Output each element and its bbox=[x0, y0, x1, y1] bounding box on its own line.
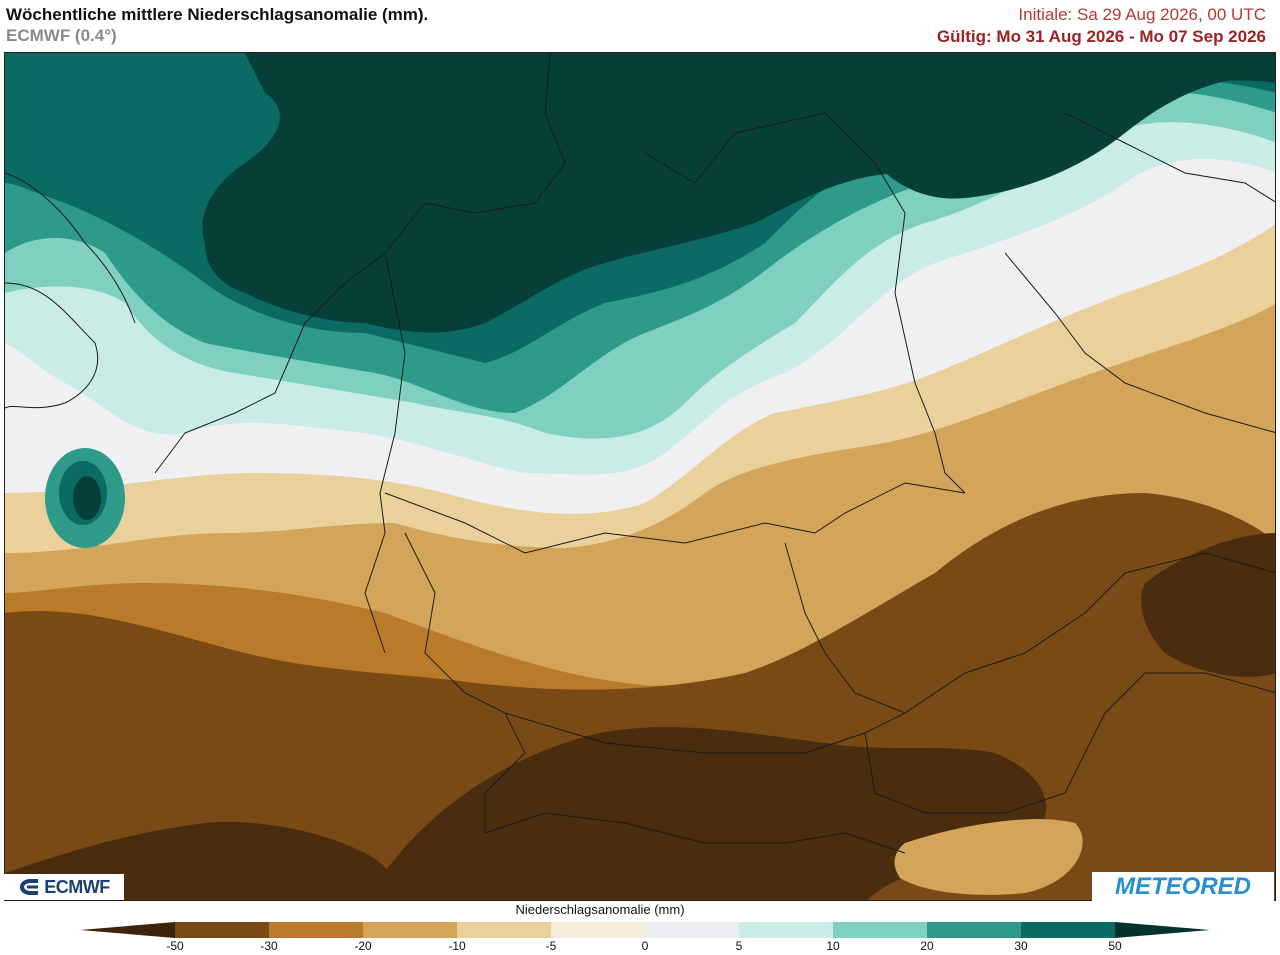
ecmwf-swirl-icon bbox=[20, 879, 39, 895]
colorbar-tick-label: 30 bbox=[1014, 939, 1028, 953]
colorbar-tick-label: -20 bbox=[354, 939, 372, 953]
colorbar-tick-label: -30 bbox=[260, 939, 278, 953]
header-right: Initiale: Sa 29 Aug 2026, 00 UTC Gültig:… bbox=[937, 4, 1266, 48]
colorbar bbox=[80, 922, 1210, 938]
colorbar-segment bbox=[739, 922, 834, 938]
band-minus10-se bbox=[894, 819, 1083, 895]
band-minus50 bbox=[366, 727, 1047, 900]
colorbar-low-end bbox=[80, 922, 175, 938]
colorbar-segment bbox=[927, 922, 1022, 938]
colorbar-segment bbox=[175, 922, 270, 938]
borders bbox=[5, 53, 1275, 854]
map-title: Wöchentliche mittlere Niederschlagsanoma… bbox=[6, 5, 429, 24]
colorbar-segment bbox=[833, 922, 928, 938]
colorbar-tick-label: 10 bbox=[826, 939, 840, 953]
colorbar-segment bbox=[551, 922, 646, 938]
colorbar-tick-label: -10 bbox=[448, 939, 466, 953]
colorbar-segment bbox=[457, 922, 552, 938]
legend-title: Niederschlagsanomalie (mm) bbox=[515, 902, 685, 917]
colorbar-tick-label: -50 bbox=[166, 939, 184, 953]
valid-period: Gültig: Mo 31 Aug 2026 - Mo 07 Sep 2026 bbox=[936, 27, 1266, 46]
ecmwf-logo: ECMWF bbox=[4, 874, 124, 900]
colorbar-tick-label: 50 bbox=[1108, 939, 1122, 953]
colorbar-segment bbox=[269, 922, 364, 938]
colorbar-segment bbox=[363, 922, 458, 938]
map-canvas bbox=[5, 53, 1275, 900]
header-left: Wöchentliche mittlere Niederschlagsanoma… bbox=[6, 4, 428, 46]
initial-time: Initiale: Sa 29 Aug 2026, 00 UTC bbox=[1018, 5, 1266, 24]
model-label: ECMWF (0.4°) bbox=[6, 26, 117, 45]
spot-50 bbox=[73, 476, 101, 520]
band-minus50-east bbox=[1141, 533, 1275, 677]
colorbar-tick-label: 5 bbox=[735, 939, 743, 953]
colorbar-tick-label: -5 bbox=[545, 939, 557, 953]
colorbar-tick-label: 0 bbox=[641, 939, 649, 953]
colorbar-high-end bbox=[1115, 922, 1210, 938]
meteored-logo: METEORED bbox=[1092, 872, 1274, 902]
colorbar-tick-label: 20 bbox=[920, 939, 934, 953]
colorbar-segment bbox=[1021, 922, 1116, 938]
ecmwf-logo-text: ECMWF bbox=[44, 876, 110, 897]
anomaly-map[interactable] bbox=[4, 52, 1276, 901]
meteored-logo-text: METEORED bbox=[1114, 873, 1251, 900]
colorbar-segment bbox=[645, 922, 740, 938]
band-50b bbox=[861, 53, 1275, 199]
